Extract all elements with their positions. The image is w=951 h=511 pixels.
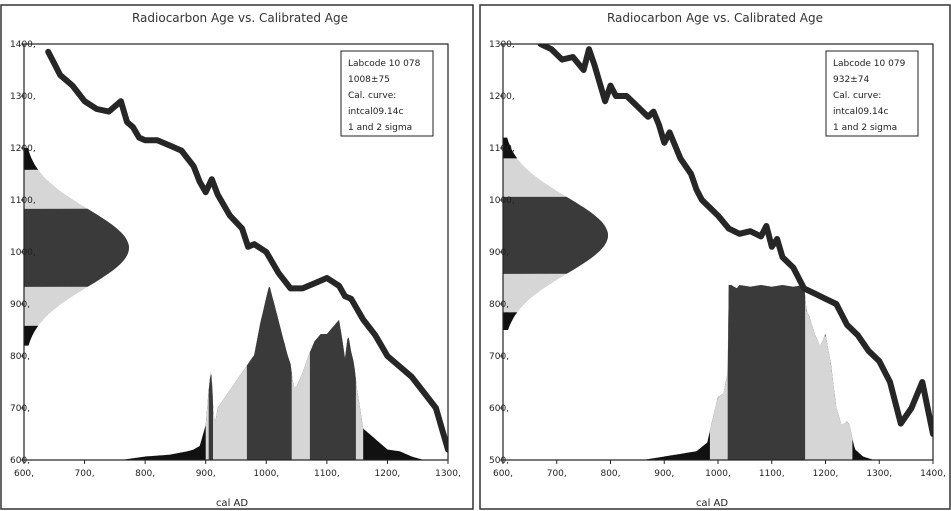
panel-2-ytick-label-6: 1100, [489, 144, 515, 154]
panel-2-marks [503, 44, 933, 460]
panel-2-legend-box [825, 50, 919, 137]
panel-1-xtick-label-6: 1200, [375, 469, 401, 479]
panel-2-legend: Labcode 10 079 932±74 Cal. curve: intcal… [825, 50, 919, 137]
panel-1-ytick-label-1: 700, [10, 404, 30, 414]
panel-1-c14-tail-2 [24, 325, 39, 346]
panel-1-plot-area: 600, 700, 800, 900, 1000, 1100, 1200, 1300, 600,… [10, 40, 461, 479]
panel-1-calprob-spike-1 [208, 374, 213, 460]
panel-1-legend-line-1: Labcode 10 078 [348, 59, 421, 69]
panel-1-ytick-label-7: 1300, [10, 92, 36, 102]
panel-1-ytick-label-2: 800, [10, 352, 30, 362]
panel-2-ytick-label-8: 1300, [489, 40, 515, 50]
panel-1-ytick-label-5: 1100, [10, 196, 36, 206]
panel-2-title: Radiocarbon Age vs. Calibrated Age [607, 11, 823, 25]
panel-1-calibration-curve [45, 48, 448, 453]
panel-2-legend-line-4: intcal09.14c [833, 107, 888, 117]
panel-1-xtick-label-3: 900, [196, 469, 216, 479]
panel-1-ytick-label-8: 1400, [10, 40, 36, 50]
panel-1-xtick-label-2: 800, [135, 469, 155, 479]
panel-2-ytick-label-0: 500, [489, 456, 509, 466]
panel-1-ytick-label-6: 1200, [10, 144, 36, 154]
panel-1-c14-1sigma-band [24, 208, 129, 287]
panel-2-ytick-label-7: 1200, [489, 92, 515, 102]
panel-2-legend-line-2: 932±74 [833, 75, 869, 85]
panel-1-legend-line-5: 1 and 2 sigma [348, 123, 412, 133]
panel-2-xtick-label-0: 600, [493, 469, 513, 479]
panel-2-calibration-curve [537, 44, 933, 437]
panel-1-legend-line-3: Cal. curve: [348, 91, 396, 101]
panel-1-frame [0, 4, 474, 510]
panel-2-ytick-label-3: 800, [489, 300, 509, 310]
panel-2-ytick-label-2: 700, [489, 352, 509, 362]
panel-1-xtick-label-5: 1100, [314, 469, 340, 479]
panel-1-ytick-label-4: 1000, [10, 248, 36, 258]
panel-2-c14-tail-1 [503, 137, 518, 159]
panel-2-xtick-label-6: 1200, [813, 469, 839, 479]
panel-2-legend-line-3: Cal. curve: [833, 91, 881, 101]
panel-2-xtick-label-1: 700, [547, 469, 567, 479]
panel-1-xtick-label-4: 1000, [253, 469, 279, 479]
panel-2-ytick-label-4: 900, [489, 248, 509, 258]
panel-2-xtick-label-5: 1100, [759, 469, 785, 479]
panel-2-xlabel: cal AD [696, 498, 728, 509]
panel-1-legend-line-4: intcal09.14c [348, 107, 403, 117]
panel-1-c14-tail-1 [24, 148, 39, 170]
panel-2-c14-tail-2 [503, 312, 518, 330]
panel-2-plot-area: 600, 700, 800, 900, 1000, 1100, 1200, 1300, 1400… [489, 40, 946, 479]
panel-1-xlabel: cal AD [216, 498, 248, 509]
panel-1-legend-line-2: 1008±75 [348, 75, 390, 85]
panel-2-ytick-label-5: 1000, [489, 196, 515, 206]
panel-2-xtick-label-7: 1300, [866, 469, 892, 479]
panel-1-legend-box [340, 50, 434, 137]
panel-2-xtick-label-8: 1400, [920, 469, 946, 479]
panel-2-legend-line-1: Labcode 10 079 [833, 59, 906, 69]
panel-1-xtick-label-0: 600, [14, 469, 34, 479]
panel-2-ytick-label-1: 600, [489, 404, 509, 414]
panel-1-legend: Labcode 10 078 1008±75 Cal. curve: intca… [340, 50, 434, 137]
panel-2-xtick-label-3: 900, [654, 469, 674, 479]
panel-1-ytick-label-0: 600, [10, 456, 30, 466]
panel-2-legend-line-5: 1 and 2 sigma [833, 123, 897, 133]
panel-1-ytick-label-3: 900, [10, 300, 30, 310]
panel-1-calprob-1sigma-1 [246, 287, 292, 460]
panel-2-xtick-label-2: 800, [600, 469, 620, 479]
panel-1-xtick-label-7: 1300, [435, 469, 461, 479]
panel-1-xtick-label-1: 700, [75, 469, 95, 479]
panel-2-xtick-label-4: 1000, [705, 469, 731, 479]
panel-1-title: Radiocarbon Age vs. Calibrated Age [132, 11, 348, 25]
panel-2-frame [479, 4, 951, 510]
panel-1-marks [24, 48, 448, 460]
panel-1-calprob-1sigma-2 [309, 320, 356, 460]
panel-2-c14-1sigma-band [503, 196, 608, 274]
panel-2-calprob-1sigma-1 [727, 285, 806, 460]
